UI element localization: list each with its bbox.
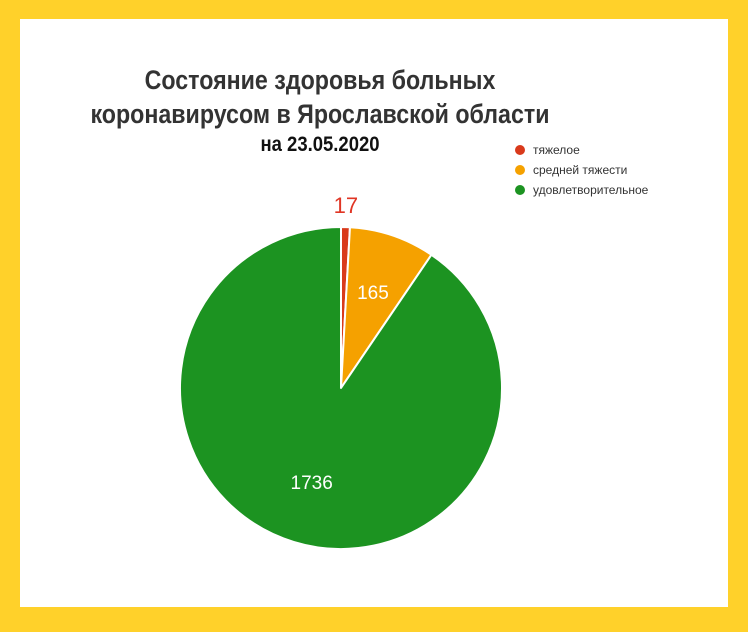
- legend-label-severe: тяжелое: [533, 143, 580, 157]
- chart-card: Состояние здоровья больных коронавирусом…: [20, 19, 728, 607]
- chart-title-line-1: Состояние здоровья больных: [144, 65, 496, 95]
- data-label-severe: 17: [334, 193, 358, 218]
- legend: тяжелое средней тяжести удовлетворительн…: [515, 140, 648, 200]
- pie-chart: 17 165 1736: [179, 193, 503, 550]
- legend-label-satisfactory: удовлетворительное: [533, 183, 649, 197]
- chart-title-line-2: коронавирусом в Ярославской области: [90, 99, 550, 129]
- legend-item-severe: тяжелое: [515, 140, 648, 160]
- legend-swatch-severe: [515, 145, 525, 155]
- pie-slice-moderate: [340, 226, 433, 389]
- legend-item-satisfactory: удовлетворительное: [515, 180, 648, 200]
- legend-swatch-satisfactory: [515, 185, 525, 195]
- pie-slice-satisfactory: [179, 226, 503, 550]
- chart-subtitle: на 23.05.2020: [260, 133, 380, 156]
- legend-item-moderate: средней тяжести: [515, 160, 648, 180]
- legend-swatch-moderate: [515, 165, 525, 175]
- data-label-satisfactory: 1736: [291, 473, 333, 494]
- legend-label-moderate: средней тяжести: [533, 163, 628, 177]
- data-label-moderate: 165: [357, 283, 389, 304]
